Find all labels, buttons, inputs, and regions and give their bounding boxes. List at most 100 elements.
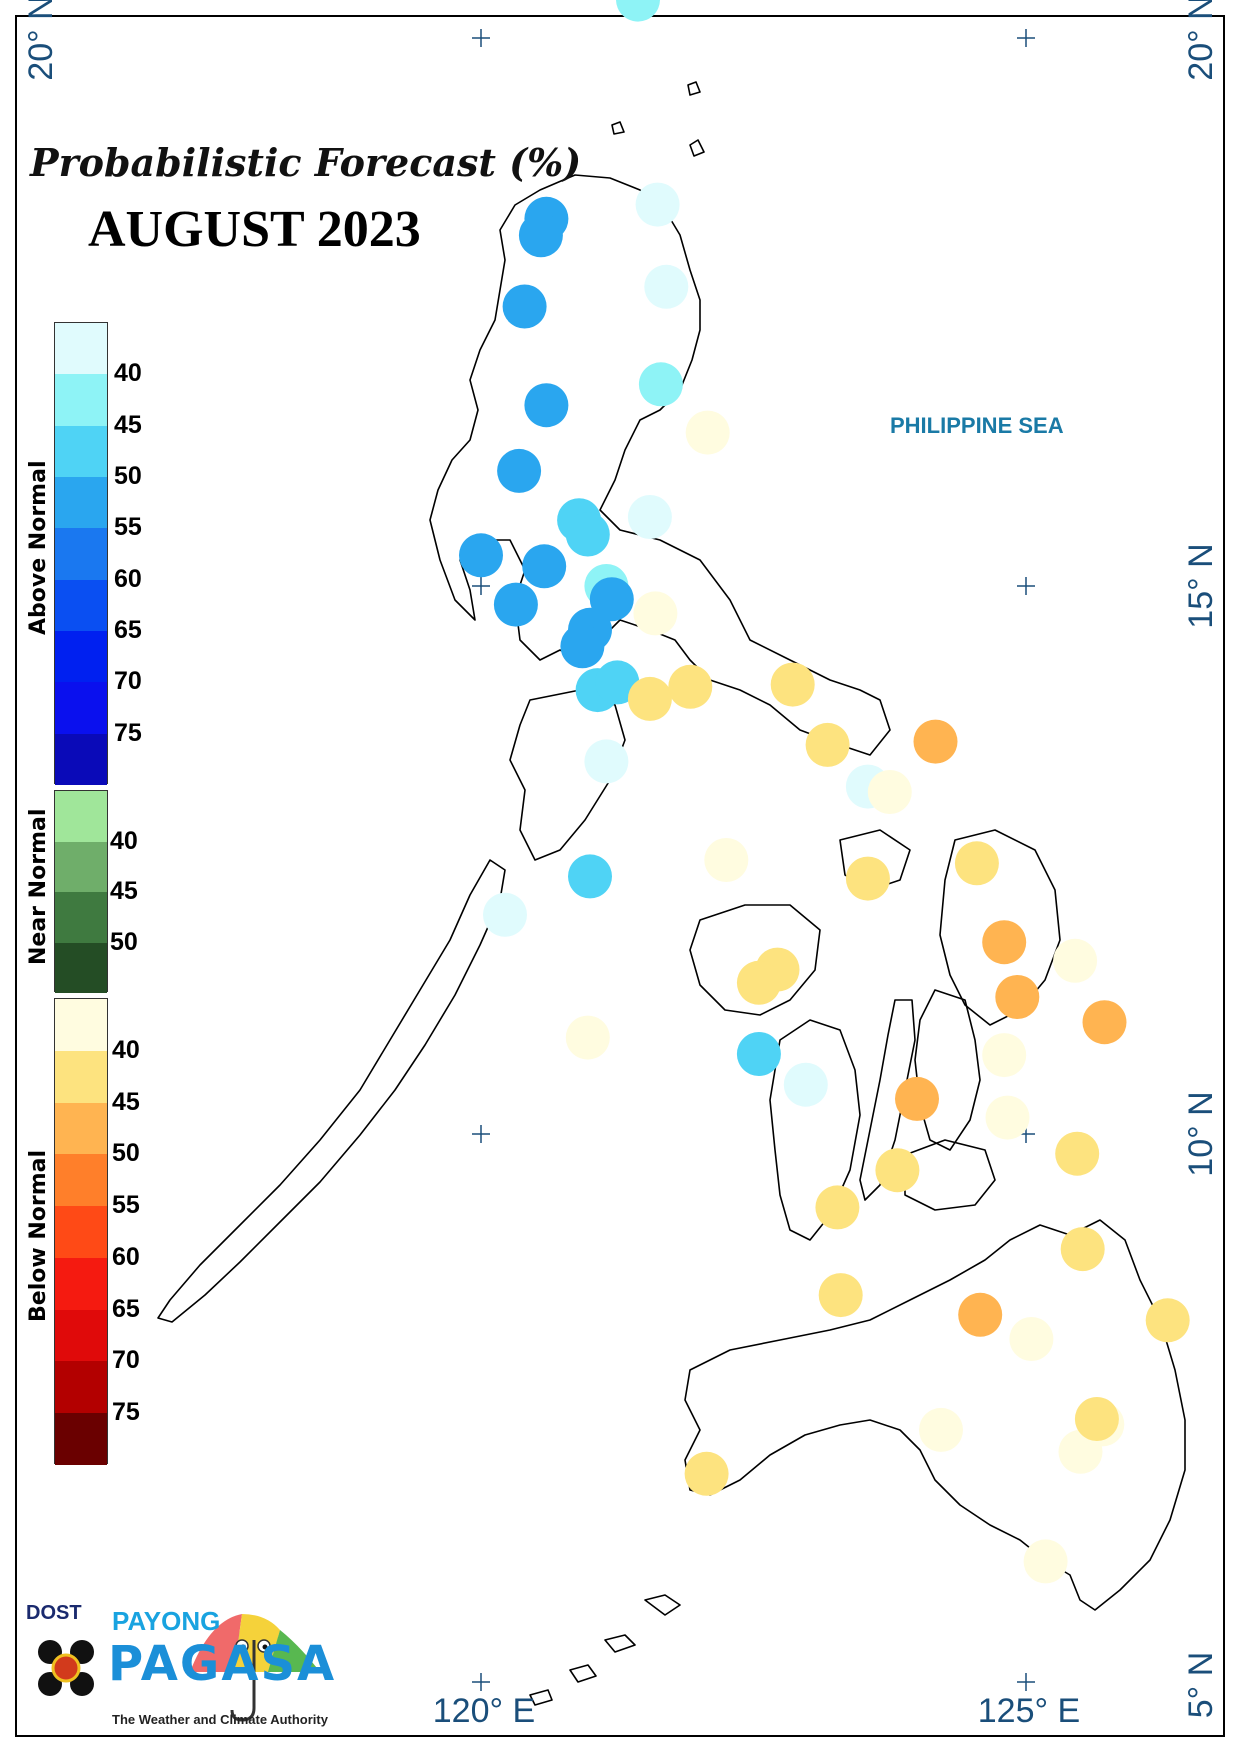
legend-swatch <box>55 841 107 892</box>
graticule-cross <box>1017 29 1035 47</box>
legend-tick-label: 50 <box>110 927 138 956</box>
station-marker <box>867 770 912 814</box>
station-markers <box>459 0 1190 1584</box>
legend-tick-label: 40 <box>114 359 142 388</box>
legend-tick-label: 45 <box>110 877 138 905</box>
map-subtitle: AUGUST 2023 <box>88 201 421 258</box>
station-marker <box>565 1015 610 1060</box>
station-marker <box>522 544 567 589</box>
lat-label-right: 15° N <box>1182 543 1220 628</box>
legend-below-normal-label: Below Normal <box>26 1149 51 1322</box>
map-title: Probabilistic Forecast (%) <box>30 140 582 185</box>
station-marker <box>982 1033 1027 1078</box>
logo-tagline: The Weather and Climate Authority <box>112 1712 328 1727</box>
lat-label-left: 20° N <box>22 0 60 81</box>
logo-pagasa-text: PAGASA <box>108 1636 337 1692</box>
station-marker <box>919 1407 963 1452</box>
legend-above-normal-label: Above Normal <box>26 460 51 636</box>
graticule <box>472 29 1035 1691</box>
station-marker <box>627 676 672 721</box>
axis-labels: 20° N 20° N 15° N 10° N 5° N 120° E 125° E <box>22 0 1220 1730</box>
station-marker <box>770 662 815 707</box>
legend-swatch <box>55 1206 107 1258</box>
station-marker <box>985 1095 1030 1140</box>
legend-tick-label: 75 <box>114 718 142 747</box>
station-marker <box>568 854 612 899</box>
station-marker <box>589 577 634 622</box>
legend-swatch <box>55 1413 107 1465</box>
legend-swatch <box>55 733 107 785</box>
station-marker <box>497 448 542 493</box>
station-marker <box>483 892 527 937</box>
legend-tick-label: 65 <box>112 1294 140 1323</box>
station-marker <box>684 1451 729 1496</box>
pagasa-logo: DOST PAYONG PAGASA The Weather and Clima… <box>20 1600 334 1735</box>
station-marker <box>736 960 781 1005</box>
logo-payong-text: PAYONG <box>112 1606 221 1636</box>
station-marker <box>704 838 749 882</box>
legend-tick-label: 50 <box>114 462 142 490</box>
legend-swatch <box>55 942 107 993</box>
legend-swatch <box>55 1361 107 1414</box>
station-marker <box>1074 1397 1119 1441</box>
station-marker <box>845 856 890 901</box>
station-marker <box>644 264 689 309</box>
legend-swatch <box>55 579 107 631</box>
station-marker <box>668 664 713 709</box>
station-marker <box>584 739 629 784</box>
station-marker <box>818 1273 863 1318</box>
legend-tick-label: 70 <box>112 1346 140 1375</box>
legend-swatch <box>55 1154 107 1207</box>
dost-emblem-icon <box>38 1640 94 1696</box>
legend-swatch <box>55 425 107 477</box>
bohol-coast <box>904 1139 996 1211</box>
station-marker <box>783 1062 828 1107</box>
lat-label-right: 10° N <box>1182 1091 1220 1176</box>
station-marker <box>913 719 958 764</box>
logo-dost-text: DOST <box>26 1602 82 1624</box>
legend-swatch <box>55 528 107 580</box>
cebu-coast <box>859 999 916 1201</box>
logo-graphic <box>38 1614 320 1722</box>
graticule-cross <box>472 29 490 47</box>
legend-tick-label: 75 <box>112 1398 140 1427</box>
legend-swatch <box>55 791 107 842</box>
legend-near-normal-label: Near Normal <box>26 808 51 965</box>
legend-tick-label: 60 <box>112 1242 140 1271</box>
coastline <box>157 81 1186 1706</box>
sea-label: PHILIPPINE SEA <box>890 413 1064 438</box>
station-marker <box>502 284 547 329</box>
legend-swatch <box>55 682 107 734</box>
station-marker <box>1082 1000 1127 1045</box>
palawan-coast <box>157 859 506 1323</box>
legend-swatch <box>55 630 107 683</box>
station-marker <box>982 920 1027 965</box>
legend-swatch <box>55 1309 107 1362</box>
station-marker <box>635 182 680 227</box>
station-marker <box>493 582 538 627</box>
umbrella-icon <box>190 1614 320 1722</box>
map-frame <box>15 15 1225 1737</box>
legend-swatch <box>55 1050 107 1103</box>
station-marker <box>560 624 605 669</box>
station-marker <box>459 533 503 578</box>
legend-tick-label: 55 <box>112 1191 140 1220</box>
station-marker <box>1023 1539 1068 1584</box>
leyte-coast <box>914 989 981 1151</box>
legend-swatch <box>55 999 107 1051</box>
masbate-coast <box>839 829 911 891</box>
legend-tick-label: 50 <box>112 1139 140 1168</box>
legend-swatch <box>55 323 107 375</box>
panay-coast <box>689 904 821 1016</box>
station-marker <box>875 1148 920 1193</box>
graticule-cross <box>1017 577 1035 595</box>
station-marker <box>895 1076 939 1121</box>
legend-near-normal-bar <box>54 790 108 993</box>
station-marker <box>616 0 660 22</box>
legend-swatch <box>55 1102 107 1155</box>
batanes-islands <box>611 81 705 157</box>
legend-swatch <box>55 1257 107 1310</box>
legend-tick-label: 60 <box>114 564 142 593</box>
sulu-islands <box>529 1594 681 1706</box>
